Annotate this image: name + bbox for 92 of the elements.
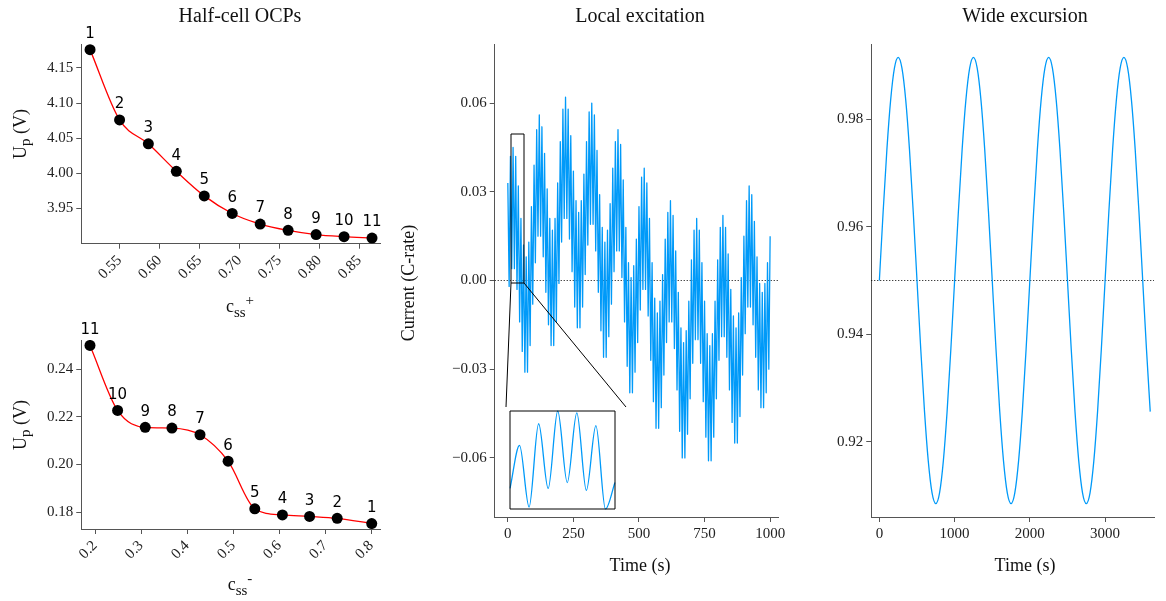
annotation: 6: [227, 187, 237, 206]
annotation: 5: [250, 483, 260, 502]
annotation: 8: [283, 204, 293, 223]
y-tick-label: 0.00: [460, 271, 487, 288]
x-tick-label: 0.8: [351, 536, 377, 562]
point: [304, 510, 316, 522]
x-tick-label: 0.7: [305, 536, 331, 562]
y-tick-label: 0.94: [837, 325, 864, 342]
x-axis-title: Time (s): [994, 555, 1056, 576]
x-tick-label: 750: [693, 524, 716, 541]
y-tick-label: 0.92: [837, 432, 864, 449]
y-tick-label: 0.20: [47, 455, 74, 472]
y-tick-label: 0.03: [460, 182, 487, 199]
point: [222, 455, 234, 467]
line-series: [878, 56, 1151, 505]
point: [114, 114, 126, 126]
chart-title: Local excitation: [575, 4, 705, 27]
y-tick-label: 4.10: [47, 94, 74, 111]
point: [170, 165, 182, 177]
x-axis-title: Time (s): [609, 555, 671, 576]
x-tick-label: 0.4: [167, 536, 193, 562]
y-tick-label: 4.05: [47, 129, 74, 146]
point: [226, 207, 238, 219]
point: [166, 422, 178, 434]
annotation: 8: [167, 402, 177, 421]
y-tick-label: 0.18: [47, 503, 74, 520]
y-tick-label: 0.06: [460, 94, 488, 111]
point: [331, 512, 343, 524]
y-tick-label: −0.06: [451, 448, 488, 465]
annotation: 2: [114, 94, 125, 113]
y-axis-title: Current (C-rate): [397, 224, 419, 342]
annotation: 11: [80, 319, 100, 338]
x-tick-label: 0.60: [134, 251, 165, 282]
y-tick-label: −0.03: [451, 360, 487, 377]
annotation: 2: [332, 492, 342, 511]
annotation: 7: [195, 409, 205, 428]
y-tick-label: 4.00: [47, 164, 74, 181]
chart-title: Half-cell OCPs: [178, 4, 302, 27]
x-tick-label: 250: [562, 524, 585, 541]
x-tick-label: 3000: [1090, 524, 1121, 541]
annotation: 4: [171, 145, 182, 164]
y-tick-label: 0.24: [47, 360, 74, 377]
x-tick-label: 1000: [755, 524, 786, 541]
x-tick-label: 0.3: [121, 536, 146, 562]
x-tick-label: 0.85: [334, 251, 365, 282]
point: [194, 429, 206, 441]
point: [310, 229, 322, 241]
annotation: 11: [362, 212, 382, 231]
annotation: 9: [140, 401, 151, 420]
point: [254, 218, 266, 230]
annotation: 5: [199, 170, 210, 189]
annotation: 3: [304, 490, 315, 509]
x-tick-label: 0.65: [174, 251, 205, 282]
annotation: 1: [366, 497, 377, 516]
y-tick-label: 0.98: [837, 110, 864, 127]
x-tick-label: 0: [875, 524, 884, 541]
point: [282, 224, 294, 236]
x-tick-label: 0.5: [213, 536, 239, 562]
annotation: 10: [334, 211, 354, 230]
x-tick-label: 500: [627, 524, 651, 541]
point: [249, 503, 261, 515]
x-tick-label: 2000: [1014, 524, 1045, 541]
x-tick-label: 0.70: [214, 251, 245, 282]
annotation: 1: [85, 24, 95, 43]
x-tick-label: 1000: [939, 524, 970, 541]
x-tick-label: 0.6: [259, 536, 285, 562]
chart-title: Wide excursion: [962, 4, 1088, 27]
y-tick-label: 0.96: [837, 217, 864, 234]
point: [198, 190, 210, 202]
annotation: 3: [143, 118, 154, 137]
annotation: 4: [277, 489, 288, 508]
annotation: 10: [108, 384, 128, 403]
annotation: 9: [311, 208, 321, 227]
point: [366, 518, 378, 530]
point: [112, 404, 124, 416]
point: [276, 509, 288, 521]
point: [84, 44, 96, 56]
point: [142, 138, 154, 150]
point: [84, 340, 96, 351]
y-tick-label: 0.22: [47, 407, 74, 424]
point: [366, 232, 378, 244]
x-tick-label: 0: [504, 524, 512, 541]
point: [139, 421, 151, 433]
x-tick-label: 0.75: [254, 251, 285, 282]
annotation: 7: [255, 198, 265, 217]
x-tick-label: 0.80: [294, 251, 325, 282]
annotation: 6: [223, 435, 233, 454]
point: [338, 231, 350, 243]
x-tick-label: 0.2: [75, 536, 100, 562]
y-tick-label: 3.95: [47, 199, 74, 216]
y-tick-label: 4.15: [47, 58, 74, 75]
x-tick-label: 0.55: [94, 251, 125, 282]
